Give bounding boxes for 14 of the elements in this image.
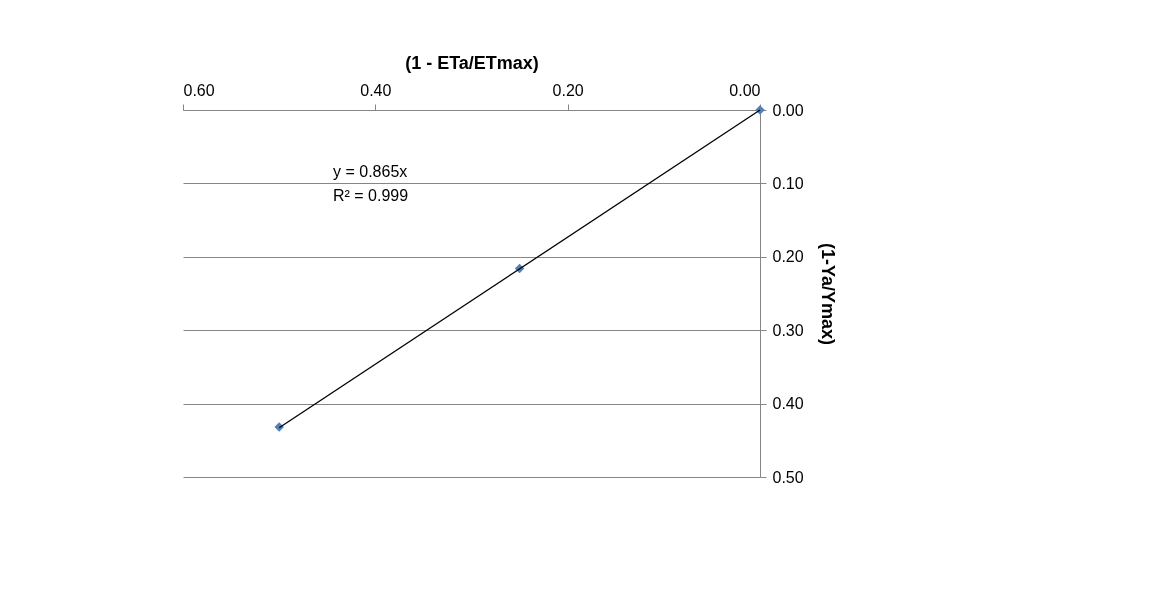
x-tick-label: 0.00 [729, 81, 761, 99]
y-tick-label: 0.40 [772, 395, 804, 413]
x-tick-label: 0.40 [360, 81, 392, 99]
y-axis-title: (1-Ya/Ymax) [817, 242, 838, 346]
x-tick-label: 0.20 [552, 81, 584, 99]
y-tick-label: 0.50 [772, 468, 804, 486]
y-tick-label: 0.20 [772, 248, 804, 266]
y-tick-label: 0.00 [772, 101, 804, 119]
x-axis-title: (1 - ETa/ETmax) [405, 52, 539, 73]
annotation: y = 0.865x [333, 163, 408, 180]
x-tick-label: 0.60 [183, 81, 215, 99]
annotation: R² = 0.999 [333, 187, 409, 204]
y-tick-label: 0.10 [772, 174, 804, 192]
y-tick-label: 0.30 [772, 321, 804, 339]
